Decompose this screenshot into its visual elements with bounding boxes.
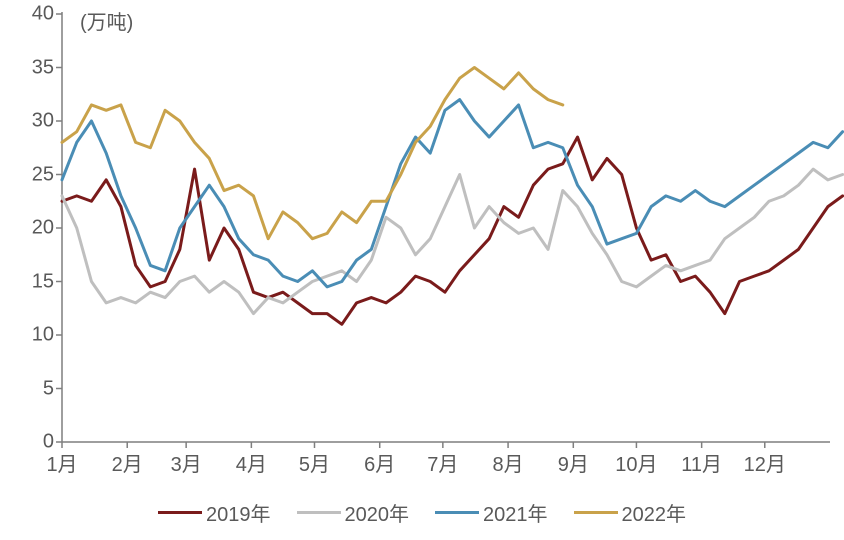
legend-label: 2019年 [206, 498, 271, 527]
legend-item: 2019年 [158, 498, 271, 527]
legend-label: 2021年 [483, 498, 548, 527]
legend: 2019年 2020年 2021年 2022年 [0, 498, 844, 527]
series-2020年 [62, 169, 843, 313]
line-chart: (万吨) 0510152025303540 1月2月3月4月5月6月7月8月9月… [0, 0, 844, 540]
legend-swatch [297, 511, 341, 514]
legend-label: 2020年 [345, 498, 410, 527]
legend-label: 2022年 [622, 498, 687, 527]
legend-swatch [435, 511, 479, 514]
legend-item: 2021年 [435, 498, 548, 527]
plot-svg [0, 0, 844, 540]
legend-swatch [574, 511, 618, 514]
legend-item: 2022年 [574, 498, 687, 527]
legend-item: 2020年 [297, 498, 410, 527]
series-2022年 [62, 68, 563, 239]
legend-swatch [158, 511, 202, 514]
